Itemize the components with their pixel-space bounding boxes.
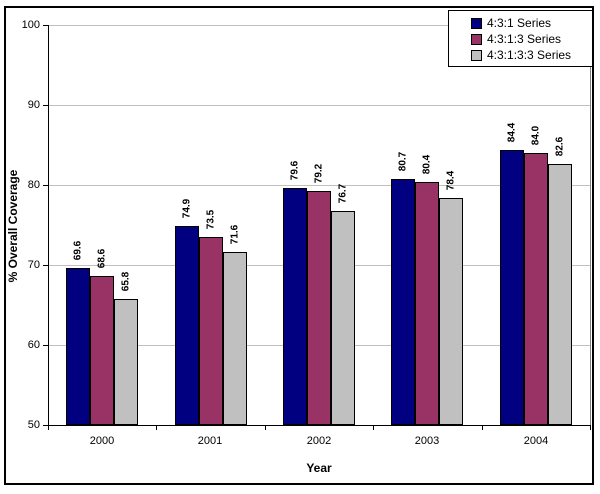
y-tick [43,265,48,266]
bar-value-label: 79.2 [313,163,325,184]
bar [66,268,90,425]
bar-value-label: 65.8 [120,271,132,292]
bar-value-label: 69.6 [72,240,84,261]
bar-value-label: 80.7 [397,151,409,172]
category-label: 2003 [414,435,440,447]
bar [331,211,355,425]
bar [391,179,415,425]
bar [439,198,463,425]
y-tick-label: 100 [21,19,40,31]
bar [114,299,138,425]
bar [500,150,524,425]
category-label: 2002 [306,435,332,447]
bar-value-label: 82.6 [554,136,566,157]
bar-value-label: 74.9 [181,198,193,219]
x-tick [156,425,157,430]
y-tick-label: 90 [27,99,40,111]
legend: 4:3:1 Series 4:3:1:3 Series 4:3:1:3:3 Seri… [448,10,593,67]
y-axis-line [48,25,49,426]
bar-value-label: 84.0 [530,125,542,146]
x-axis-title: Year [306,461,332,475]
legend-item: 4:3:1:3 Series [471,31,592,47]
bar [524,153,548,425]
gridline [48,25,590,26]
y-tick [43,425,48,426]
bar [90,276,114,425]
bar-value-label: 80.4 [421,154,433,175]
x-tick [265,425,266,430]
legend-swatch-icon [471,33,482,45]
x-tick [48,425,49,430]
bar [283,188,307,425]
category-label: 2004 [523,435,549,447]
bar-value-label: 78.4 [445,170,457,191]
bar-value-label: 68.6 [96,248,108,269]
bar-value-label: 73.5 [205,209,217,230]
legend-label: 4:3:1:3:3 Series [487,48,572,62]
y-axis-title: % Overall Coverage [6,169,20,283]
bar-value-label: 84.4 [506,122,518,143]
legend-swatch-icon [471,17,482,29]
bar [307,191,331,425]
x-tick [373,425,374,430]
bar [223,252,247,425]
legend-label: 4:3:1 Series [487,16,552,30]
y-tick-label: 50 [27,419,40,431]
gridline [48,185,590,186]
category-label: 2001 [197,435,223,447]
y-tick [43,185,48,186]
y-tick-label: 70 [27,259,40,271]
y-tick-label: 60 [27,339,40,351]
bar-value-label: 71.6 [229,224,241,245]
x-tick [482,425,483,430]
plot-border-right [590,25,591,425]
bar [548,164,572,425]
bar [199,237,223,425]
legend-item: 4:3:1 Series [471,15,592,31]
gridline [48,105,590,106]
bar-value-label: 76.7 [337,183,349,204]
legend-swatch-icon [471,49,482,61]
x-axis-line [48,425,591,426]
bar [415,182,439,425]
legend-item: 4:3:1:3:3 Series [471,47,592,63]
legend-label: 4:3:1:3 Series [487,32,562,46]
y-tick [43,105,48,106]
y-tick [43,345,48,346]
bar [175,226,199,425]
x-tick [590,425,591,430]
category-label: 2000 [89,435,115,447]
y-tick [43,25,48,26]
y-tick-label: 80 [27,179,40,191]
bar-value-label: 79.6 [289,160,301,181]
